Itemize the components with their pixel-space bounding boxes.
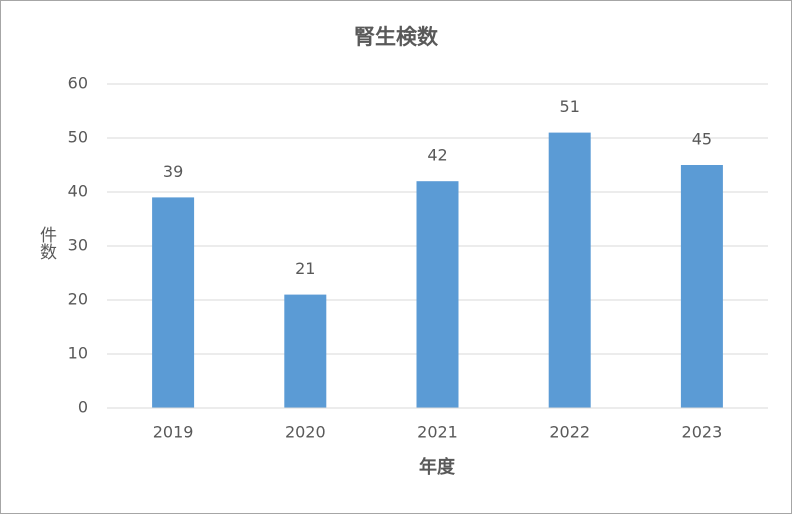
bar [284, 294, 327, 408]
x-tick-label: 2020 [285, 423, 326, 442]
y-tick-label: 0 [78, 398, 88, 417]
y-tick-label: 60 [68, 74, 88, 93]
bar [416, 181, 459, 408]
x-tick-label: 2022 [549, 423, 590, 442]
data-label: 45 [692, 130, 712, 149]
data-label: 39 [163, 162, 183, 181]
bar [680, 165, 723, 408]
y-tick-label: 30 [68, 236, 88, 255]
y-tick-label: 50 [68, 128, 88, 147]
chart-title: 腎生検数 [354, 25, 439, 49]
x-tick-label: 2023 [682, 423, 723, 442]
y-tick-label: 10 [68, 344, 88, 363]
bar [152, 197, 195, 408]
y-tick-label: 40 [68, 182, 88, 201]
bar [548, 132, 591, 408]
y-tick-label: 20 [68, 290, 88, 309]
y-axis-title: 件数 [36, 226, 57, 260]
data-label: 51 [560, 97, 580, 116]
data-label: 42 [427, 146, 447, 165]
x-tick-label: 2021 [417, 423, 458, 442]
data-label: 21 [295, 259, 315, 278]
x-axis-title: 年度 [419, 456, 456, 478]
x-tick-label: 2019 [153, 423, 194, 442]
